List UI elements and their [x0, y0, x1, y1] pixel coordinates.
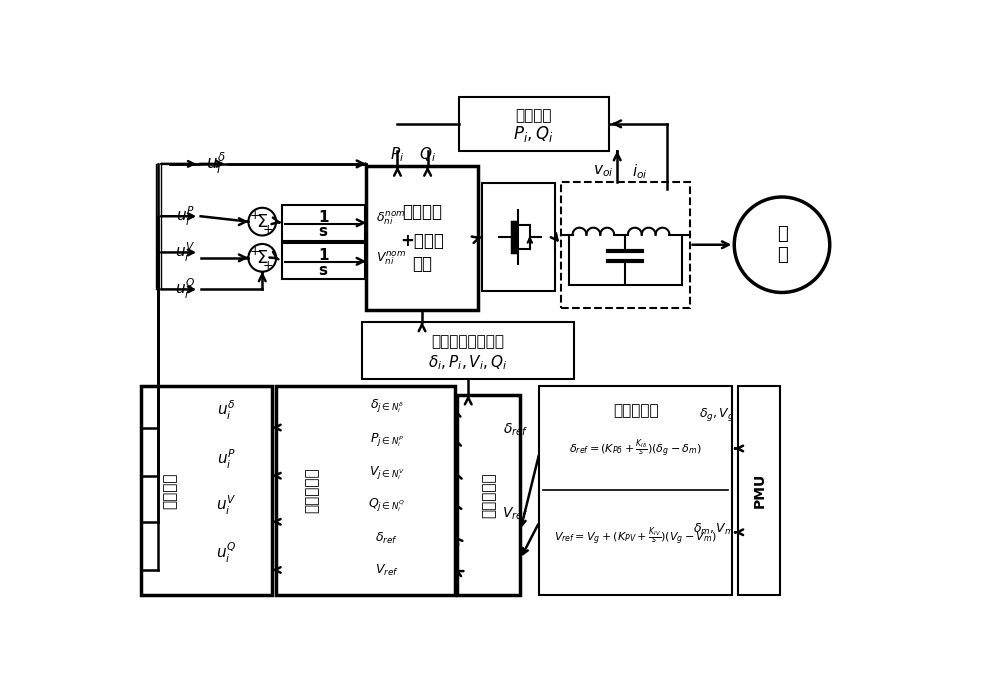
- Text: $v_{oi}$: $v_{oi}$: [593, 164, 614, 179]
- Text: 参考值计算: 参考值计算: [613, 403, 659, 418]
- Text: $P_i$: $P_i$: [390, 145, 405, 164]
- Text: $Q_{j\in N_i^Q}$: $Q_{j\in N_i^Q}$: [368, 496, 405, 513]
- Text: 流环: 流环: [412, 255, 432, 273]
- Text: 电
网: 电 网: [777, 226, 787, 264]
- Bar: [539, 385, 732, 595]
- Text: $\delta_{j\in N_i^\delta}$: $\delta_{j\in N_i^\delta}$: [370, 398, 404, 415]
- Text: 孤岛内的值: 孤岛内的值: [304, 468, 319, 513]
- Text: 通信图网络: 通信图网络: [481, 472, 496, 518]
- Text: $V_{ni}^{nom}$: $V_{ni}^{nom}$: [376, 250, 406, 267]
- Text: $u_i^Q$: $u_i^Q$: [175, 277, 195, 302]
- Text: s: s: [319, 224, 328, 239]
- Text: +电压电: +电压电: [400, 232, 444, 250]
- Text: $V_{ref}=V_g+(K_{PV}+\frac{K_{IV}}{s})(V_g-V_m)$: $V_{ref}=V_g+(K_{PV}+\frac{K_{IV}}{s})(V…: [554, 525, 717, 548]
- Text: $P_{j\in N_i^P}$: $P_{j\in N_i^P}$: [370, 431, 404, 449]
- Text: +: +: [263, 223, 274, 236]
- Bar: [141, 385, 272, 595]
- Text: 下垂控制: 下垂控制: [402, 203, 442, 221]
- Text: 1: 1: [318, 248, 328, 264]
- Text: 1: 1: [318, 210, 328, 225]
- Text: $V_{ref}$: $V_{ref}$: [502, 506, 528, 522]
- Text: $V_{ref}$: $V_{ref}$: [375, 563, 399, 578]
- Text: $u_i^P$: $u_i^P$: [217, 447, 236, 471]
- Text: $\delta_g, V_g$: $\delta_g, V_g$: [699, 406, 734, 423]
- Bar: [362, 322, 574, 379]
- Text: $V_{j\in N_i^V}$: $V_{j\in N_i^V}$: [369, 465, 405, 482]
- Bar: [738, 385, 780, 595]
- Bar: [282, 243, 365, 280]
- Circle shape: [734, 197, 830, 293]
- Text: $\delta_i, P_i, V_i, Q_i$: $\delta_i, P_i, V_i, Q_i$: [428, 353, 508, 372]
- Text: $P_i,Q_i$: $P_i,Q_i$: [513, 124, 554, 143]
- Text: 分布式电源的信息: 分布式电源的信息: [432, 334, 505, 349]
- Text: $\delta_{ni}^{nom}$: $\delta_{ni}^{nom}$: [376, 209, 406, 226]
- Text: s: s: [319, 263, 328, 278]
- Text: $i_{oi}$: $i_{oi}$: [632, 162, 647, 181]
- Text: $u_i^\delta$: $u_i^\delta$: [206, 152, 226, 176]
- Bar: [276, 385, 455, 595]
- Text: $\delta_{ref}$: $\delta_{ref}$: [503, 421, 528, 438]
- Text: $\delta_{ref}$: $\delta_{ref}$: [375, 531, 398, 546]
- Text: $u_i^Q$: $u_i^Q$: [216, 541, 237, 565]
- Text: PMU: PMU: [752, 473, 766, 508]
- Text: $u_i^\delta$: $u_i^\delta$: [217, 399, 236, 422]
- Text: +: +: [249, 209, 260, 222]
- Text: $u_i^P$: $u_i^P$: [176, 205, 195, 228]
- Bar: [482, 183, 555, 291]
- Circle shape: [248, 244, 276, 272]
- Text: $\delta_{ref}=(K_{P\delta}+\frac{K_{I\delta}}{s})(\delta_g-\delta_m)$: $\delta_{ref}=(K_{P\delta}+\frac{K_{I\de…: [569, 437, 702, 460]
- Text: $\delta_m, V_m$: $\delta_m, V_m$: [693, 522, 734, 537]
- Bar: [366, 166, 478, 310]
- Bar: [561, 181, 690, 308]
- Text: $Q_i$: $Q_i$: [419, 145, 436, 164]
- Text: $u_i^V$: $u_i^V$: [216, 493, 237, 517]
- Bar: [282, 205, 365, 241]
- Text: +: +: [263, 259, 274, 272]
- Bar: [457, 395, 520, 595]
- Circle shape: [248, 208, 276, 235]
- Text: 计算获得: 计算获得: [163, 472, 178, 509]
- Text: $\Sigma$: $\Sigma$: [256, 212, 268, 230]
- Bar: [459, 97, 609, 151]
- Text: $\Sigma$: $\Sigma$: [256, 249, 268, 267]
- Text: 功率计算: 功率计算: [515, 108, 552, 123]
- Text: $u_i^V$: $u_i^V$: [175, 241, 195, 264]
- Text: +: +: [249, 245, 260, 258]
